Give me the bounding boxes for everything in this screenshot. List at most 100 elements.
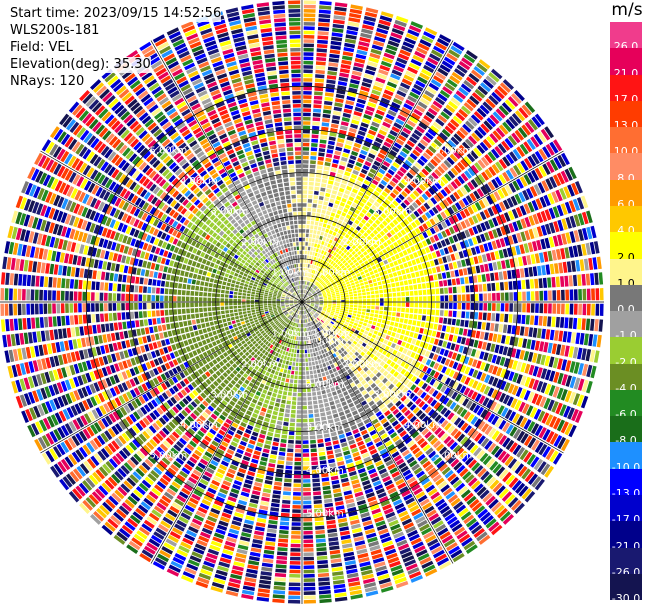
velocity-gate <box>429 53 441 62</box>
velocity-gate <box>337 282 341 286</box>
velocity-gate <box>581 274 586 286</box>
velocity-gate <box>582 303 587 316</box>
velocity-gate <box>470 179 479 188</box>
velocity-gate <box>331 281 336 285</box>
velocity-gate <box>441 128 451 138</box>
velocity-gate <box>300 341 302 345</box>
velocity-gate <box>349 307 354 310</box>
velocity-gate <box>311 269 314 274</box>
velocity-gate <box>311 212 316 217</box>
velocity-gate <box>455 278 461 285</box>
velocity-gate <box>290 418 296 423</box>
velocity-gate <box>342 175 349 181</box>
velocity-gate <box>317 272 321 277</box>
velocity-gate <box>482 312 487 321</box>
velocity-gate <box>365 175 373 182</box>
velocity-gate <box>429 260 435 267</box>
velocity-gate <box>305 295 308 299</box>
velocity-gate <box>319 296 323 299</box>
velocity-gate <box>371 121 380 128</box>
velocity-gate <box>390 165 398 172</box>
velocity-gate <box>514 193 522 204</box>
velocity-gate <box>434 316 439 323</box>
velocity-gate <box>303 530 313 535</box>
velocity-gate <box>571 260 576 272</box>
velocity-gate <box>303 294 305 298</box>
velocity-gate <box>474 129 484 139</box>
velocity-gate <box>466 98 477 109</box>
velocity-gate <box>345 256 350 261</box>
velocity-gate <box>319 298 323 300</box>
velocity-gate <box>306 220 310 225</box>
velocity-gate <box>314 409 319 414</box>
velocity-gate <box>406 184 414 192</box>
velocity-gate <box>345 306 349 310</box>
velocity-gate <box>441 272 447 279</box>
velocity-gate <box>425 111 436 120</box>
velocity-gate <box>417 42 430 51</box>
velocity-gate <box>568 317 573 329</box>
velocity-gate <box>480 233 486 243</box>
velocity-gate <box>323 105 332 110</box>
velocity-gate <box>512 148 522 160</box>
velocity-gate <box>327 220 333 225</box>
velocity-gate <box>307 396 312 401</box>
velocity-gate <box>428 82 440 91</box>
velocity-gate <box>403 242 409 249</box>
velocity-gate <box>523 203 531 214</box>
velocity-gate <box>310 260 313 264</box>
velocity-gate <box>536 226 543 237</box>
velocity-gate <box>369 183 377 190</box>
velocity-gate <box>353 277 358 282</box>
velocity-gate <box>283 386 288 391</box>
velocity-gate <box>356 286 361 290</box>
velocity-gate <box>444 295 449 302</box>
velocity-gate <box>421 193 429 201</box>
velocity-gate <box>327 296 332 298</box>
velocity-gate <box>311 274 314 278</box>
velocity-gate <box>330 250 335 255</box>
velocity-gate <box>338 165 346 171</box>
velocity-gate <box>370 48 382 55</box>
velocity-gate <box>539 252 545 263</box>
velocity-gate <box>405 308 410 313</box>
velocity-gate <box>476 224 483 233</box>
velocity-gate <box>417 283 422 290</box>
velocity-gate <box>388 251 394 257</box>
velocity-gate <box>319 0 332 6</box>
velocity-gate <box>440 111 450 120</box>
velocity-gate <box>313 104 322 109</box>
velocity-gate <box>386 232 392 238</box>
velocity-gate <box>504 184 513 195</box>
velocity-gate <box>317 31 329 36</box>
velocity-gate <box>304 281 307 285</box>
velocity-gate <box>528 267 534 277</box>
velocity-gate <box>343 276 348 280</box>
velocity-gate <box>322 223 327 228</box>
velocity-gate <box>303 9 316 13</box>
velocity-gate <box>303 285 305 289</box>
velocity-gate <box>411 132 420 141</box>
velocity-gate <box>444 142 454 152</box>
velocity-gate <box>310 156 317 160</box>
velocity-gate <box>432 243 439 250</box>
velocity-gate <box>330 167 337 173</box>
velocity-gate <box>287 392 292 396</box>
velocity-gate <box>379 310 384 315</box>
velocity-gate <box>523 141 533 153</box>
velocity-gate <box>465 120 475 130</box>
velocity-gate <box>309 168 316 173</box>
velocity-gate <box>419 97 430 106</box>
velocity-gate <box>352 213 358 219</box>
velocity-gate <box>341 304 345 307</box>
velocity-gate <box>585 273 591 286</box>
velocity-gate <box>311 238 315 243</box>
velocity-gate <box>324 161 331 167</box>
velocity-gate <box>469 192 477 202</box>
velocity-gate <box>394 158 403 165</box>
velocity-gate <box>319 218 324 223</box>
velocity-gate <box>534 150 544 163</box>
velocity-gate <box>448 100 459 110</box>
velocity-gate <box>357 276 362 280</box>
velocity-gate <box>389 180 397 188</box>
